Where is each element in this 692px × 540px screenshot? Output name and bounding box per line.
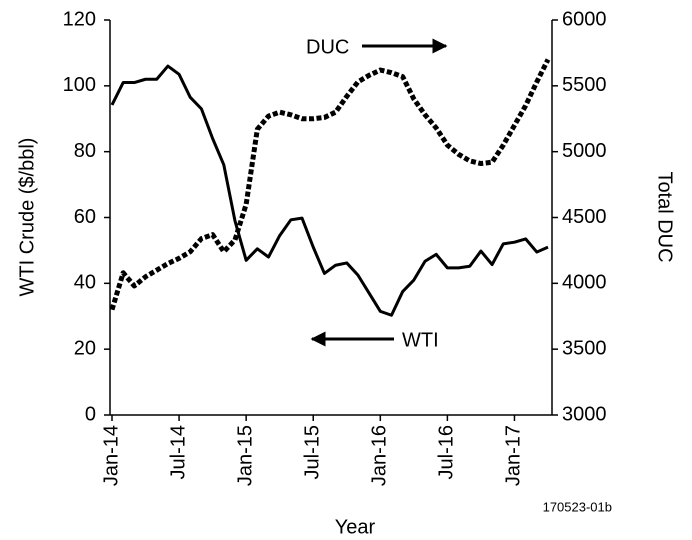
y-tick-label: 80: [74, 140, 96, 162]
y2-axis-title: Total DUC: [654, 171, 676, 262]
annotation: DUC: [306, 36, 349, 58]
y-tick-label: 100: [63, 74, 96, 96]
y2-tick-label: 6000: [562, 8, 607, 30]
y-tick-label: 120: [63, 8, 96, 30]
y2-tick-label: 5500: [562, 74, 607, 96]
y2-tick-label: 3000: [562, 403, 607, 425]
figure-id: 170523-01b: [543, 499, 612, 514]
data-line: [109, 58, 551, 311]
x-tick-label: Jan-17: [503, 425, 525, 486]
y2-tick-label: 3500: [562, 337, 607, 359]
y2-tick-label: 5000: [562, 140, 607, 162]
x-tick-label: Jan-16: [369, 425, 391, 486]
y2-tick-label: 4000: [562, 272, 607, 294]
y-tick-label: 60: [74, 206, 96, 228]
y-axis-title: WTI Crude ($/bbl): [16, 138, 38, 297]
y-tick-label: 20: [74, 337, 96, 359]
x-tick-label: Jan-14: [100, 425, 122, 486]
x-tick-label: Jan-15: [234, 425, 256, 486]
x-axis-title: Year: [335, 516, 376, 538]
x-tick-label: Jul-16: [436, 425, 458, 479]
y-tick-label: 40: [74, 272, 96, 294]
y2-tick-label: 4500: [562, 206, 607, 228]
y-tick-label: 0: [85, 403, 96, 425]
data-line: [110, 64, 549, 317]
x-tick-label: Jul-15: [302, 425, 324, 479]
x-tick-label: Jul-14: [167, 425, 189, 479]
annotation: WTI: [402, 329, 439, 351]
